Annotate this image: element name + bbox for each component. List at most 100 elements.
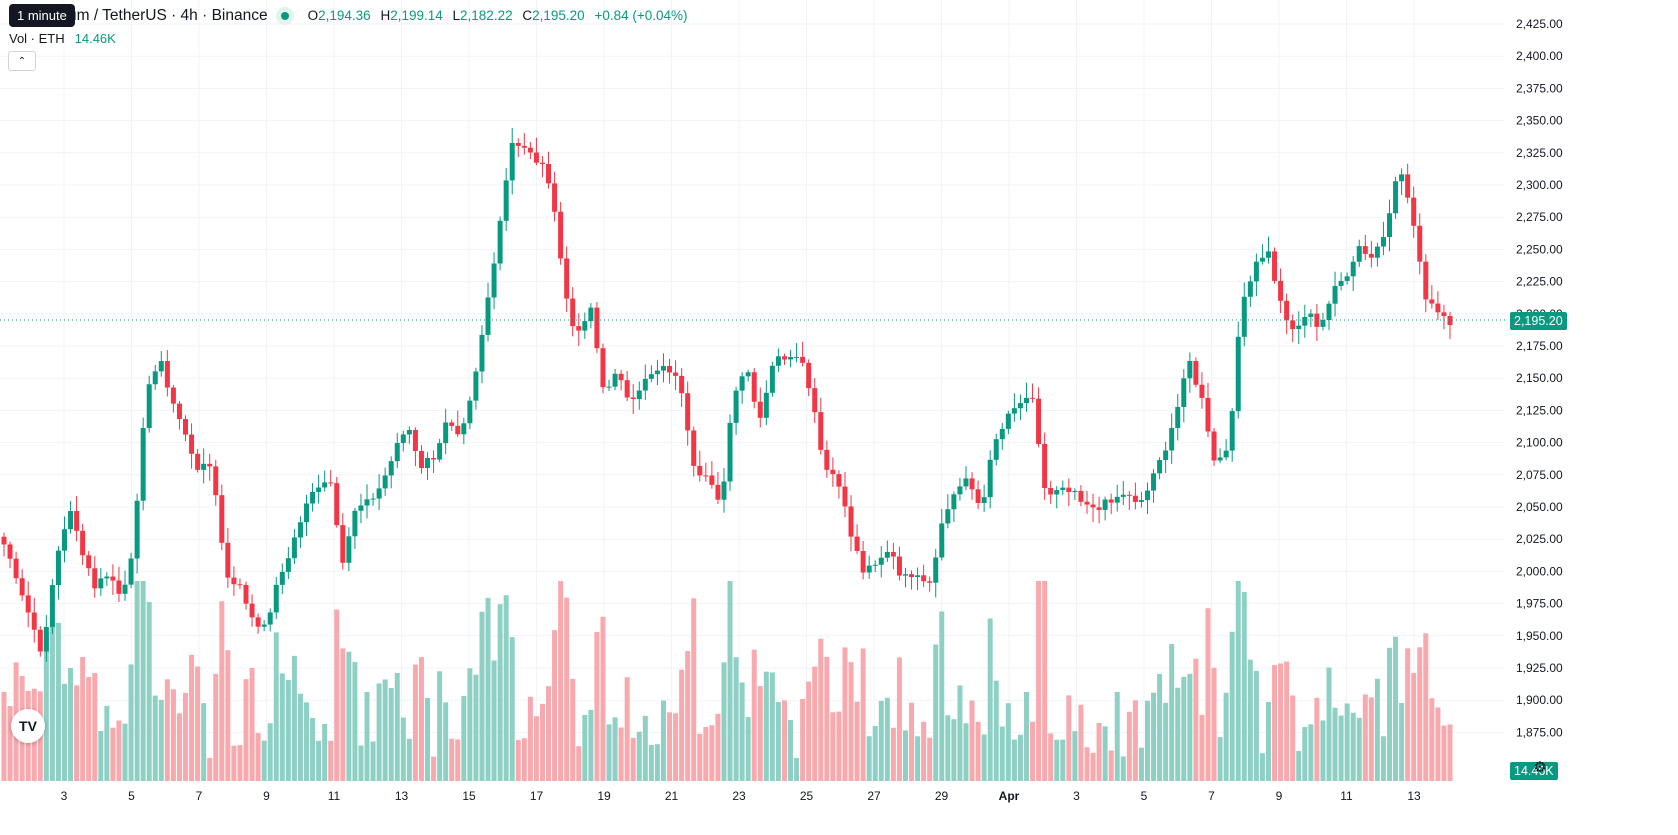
volume-bar bbox=[431, 756, 437, 781]
volume-bar bbox=[1423, 633, 1429, 781]
tradingview-logo[interactable]: TV bbox=[11, 709, 45, 743]
volume-bar bbox=[425, 697, 431, 781]
volume-bar bbox=[957, 685, 963, 781]
volume-bar bbox=[654, 744, 660, 781]
candle bbox=[1187, 352, 1193, 393]
candle bbox=[1308, 309, 1314, 328]
candle bbox=[1393, 176, 1399, 219]
time-tick-label: 19 bbox=[597, 789, 611, 803]
volume-label[interactable]: Vol · ETH bbox=[9, 31, 65, 46]
volume-bar bbox=[1296, 750, 1302, 781]
candle bbox=[291, 528, 297, 565]
candle bbox=[1374, 242, 1380, 267]
low-label: L bbox=[452, 8, 461, 23]
volume-bar bbox=[219, 601, 225, 781]
volume-bar bbox=[1429, 698, 1435, 781]
price-axis[interactable]: 2,425.00 2,400.00 2,375.00 2,350.00 2,325.00… bbox=[1516, 17, 1563, 739]
volume-bar bbox=[1144, 700, 1150, 781]
price-tick-label: 1,900.00 bbox=[1516, 693, 1563, 707]
volume-bar bbox=[1362, 694, 1368, 781]
volume-bar bbox=[788, 720, 794, 781]
change-value: +0.84 (+0.04%) bbox=[594, 8, 688, 23]
price-tick-label: 2,225.00 bbox=[1516, 275, 1563, 289]
candle bbox=[1405, 163, 1411, 204]
volume-bar bbox=[921, 721, 927, 781]
candle bbox=[110, 564, 116, 595]
candle bbox=[836, 470, 842, 499]
volume-bar bbox=[249, 667, 255, 781]
candle bbox=[1066, 478, 1072, 507]
candle bbox=[1005, 410, 1011, 435]
volume-bar bbox=[939, 611, 945, 781]
volume-bar bbox=[842, 647, 848, 781]
candle bbox=[1441, 305, 1447, 330]
volume-bar bbox=[872, 726, 878, 781]
time-axis[interactable]: 3 5 7 9 11 13 15 17 19 21 23 25 27 29 Apr 3 5 7 9 11 13 bbox=[61, 789, 1421, 803]
volume-bar bbox=[558, 581, 564, 781]
volume-bar bbox=[612, 717, 618, 781]
candle bbox=[1241, 282, 1247, 347]
volume-bar bbox=[412, 664, 418, 781]
volume-bar bbox=[207, 757, 213, 781]
candle bbox=[231, 566, 237, 596]
candle bbox=[878, 546, 884, 578]
volume-bar bbox=[297, 693, 303, 781]
volume-bar bbox=[189, 654, 195, 781]
volume-bar bbox=[721, 662, 727, 781]
candle bbox=[981, 484, 987, 512]
volume-bar bbox=[285, 679, 291, 781]
volume-bar bbox=[824, 656, 830, 781]
candle bbox=[1302, 304, 1308, 338]
candle bbox=[449, 419, 455, 431]
volume-bar bbox=[1042, 581, 1048, 781]
volume-bar bbox=[775, 702, 781, 781]
volume-legend: Vol · ETH 14.46K bbox=[9, 31, 116, 46]
candle bbox=[1, 532, 7, 557]
market-status-icon[interactable] bbox=[275, 7, 294, 25]
volume-bar bbox=[1187, 673, 1193, 781]
candle bbox=[794, 343, 800, 363]
candle bbox=[987, 450, 993, 509]
volume-bar bbox=[134, 581, 140, 781]
candle bbox=[854, 524, 860, 554]
gear-icon[interactable]: ⚙ bbox=[1533, 759, 1547, 776]
time-tick-label: 7 bbox=[1208, 789, 1215, 803]
candle bbox=[691, 426, 697, 477]
volume-bar bbox=[152, 695, 158, 781]
last-price-badge: 2,195.20 bbox=[1510, 312, 1567, 330]
candle bbox=[612, 368, 618, 391]
volume-bar bbox=[582, 714, 588, 781]
candle bbox=[473, 367, 479, 410]
candle bbox=[146, 375, 152, 433]
volume-bar bbox=[98, 730, 104, 781]
candle bbox=[927, 576, 933, 592]
collapse-legend-button[interactable]: ⌃ bbox=[8, 51, 36, 71]
volume-bar bbox=[1084, 747, 1090, 781]
candle bbox=[140, 417, 146, 511]
volume-bar bbox=[830, 712, 836, 781]
symbol-title[interactable]: um / TetherUS · 4h · Binance bbox=[68, 7, 268, 24]
candle bbox=[1017, 394, 1023, 421]
volume-bar bbox=[1205, 608, 1211, 781]
candle bbox=[62, 516, 68, 563]
volume-bar bbox=[981, 734, 987, 781]
candle bbox=[443, 408, 449, 455]
volume-bar bbox=[473, 674, 479, 781]
time-tick-label: 5 bbox=[1141, 789, 1148, 803]
volume-bar bbox=[1235, 581, 1241, 781]
volume-bar bbox=[1169, 644, 1175, 781]
candle bbox=[1386, 199, 1392, 252]
volume-bar bbox=[437, 671, 443, 781]
candle bbox=[1114, 484, 1120, 512]
volume-bar bbox=[521, 738, 527, 781]
volume-bar bbox=[1114, 691, 1120, 781]
time-tick-label: 29 bbox=[935, 789, 949, 803]
volume-bar bbox=[570, 678, 576, 781]
candle bbox=[376, 474, 382, 511]
volume-bar bbox=[1356, 717, 1362, 781]
candle bbox=[164, 349, 170, 397]
volume-bar bbox=[600, 616, 606, 781]
volume-bar bbox=[382, 679, 388, 781]
volume-bar bbox=[576, 746, 582, 781]
